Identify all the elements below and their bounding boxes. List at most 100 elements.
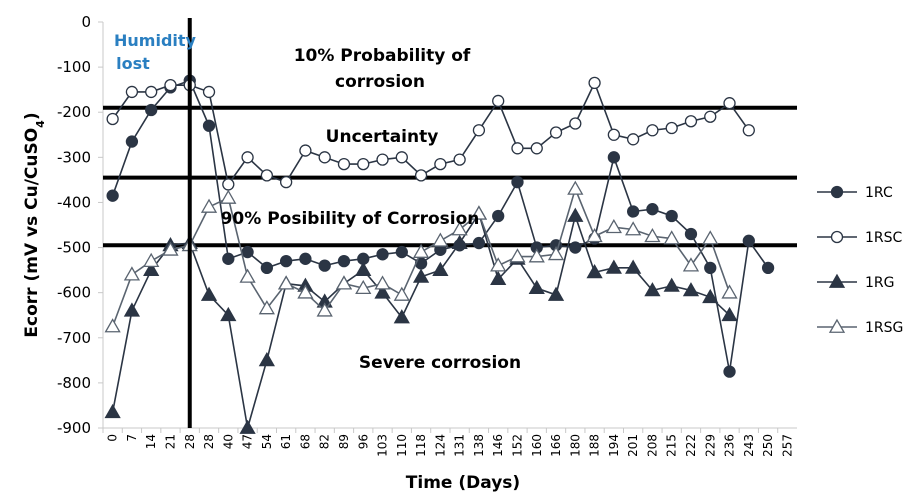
threshold-lines [103, 105, 797, 248]
data-point-1rc [492, 209, 505, 223]
data-point-1rc [125, 135, 139, 148]
zone-90pct-label: 90% Posibility of Corrosion [221, 209, 480, 229]
data-point-1rsc [723, 97, 736, 110]
y-axis-title: Ecorr (mV vs Cu/CuSO4) [22, 112, 47, 337]
legend-marker-1rsg [828, 318, 846, 333]
x-tick-label: 68 [298, 434, 312, 449]
data-point-1rg [258, 352, 275, 367]
data-point-1rsc [549, 126, 563, 139]
x-tick-label: 40 [221, 434, 235, 449]
data-point-1rsc [511, 142, 524, 155]
data-point-1rg [682, 282, 700, 297]
data-point-1rc [376, 248, 389, 261]
y-tick-label: -200 [57, 103, 91, 121]
x-tick-label: 61 [279, 434, 293, 449]
x-tick-label: 166 [549, 434, 563, 457]
data-point-1rsg [702, 230, 719, 245]
series-1rc [106, 74, 775, 378]
data-point-1rc [106, 189, 119, 202]
data-point-1rg [200, 286, 218, 301]
data-point-1rg [528, 279, 545, 295]
legend-item-1rg: 1RG [817, 273, 894, 291]
data-point-1rg [567, 207, 584, 222]
legend: 1RC 1RSC 1RG 1RSG [817, 185, 903, 336]
data-point-1rc [202, 119, 216, 132]
data-point-1rsc [164, 79, 177, 92]
data-point-1rc [646, 203, 659, 216]
data-point-1rsg [355, 279, 372, 295]
data-point-1rsg [220, 189, 237, 204]
series-1rg [104, 205, 738, 434]
x-tick-label: 7 [125, 434, 139, 442]
x-axis-title: Time (Days) [406, 473, 520, 493]
zone-severe-label: Severe corrosion [359, 353, 521, 373]
data-point-1rsg [200, 198, 218, 213]
x-tick-label: 96 [356, 434, 370, 449]
x-tick-label: 215 [665, 434, 679, 457]
data-point-1rsg [682, 257, 700, 272]
humidity-lost-label-line1: Humidity [114, 31, 197, 50]
data-point-1rc [665, 209, 678, 223]
data-point-1rsg [104, 318, 121, 333]
data-point-1rg [432, 261, 449, 277]
data-point-1rsg [490, 257, 507, 272]
data-point-1rg [490, 270, 507, 286]
x-tick-label: 236 [723, 434, 737, 457]
x-tick-label: 124 [433, 434, 447, 457]
x-tick-label: 82 [318, 434, 332, 449]
legend-label-1rc: 1RC [865, 185, 893, 201]
legend-item-1rsg: 1RSG [817, 318, 903, 336]
data-point-1rc [279, 254, 293, 268]
y-tick-label: -900 [57, 419, 91, 437]
data-point-1rc [723, 365, 736, 378]
data-point-1rsc [434, 157, 447, 171]
legend-label-1rsc: 1RSC [865, 230, 903, 246]
data-point-1rsg [123, 266, 141, 281]
x-tick-label: 0 [106, 434, 120, 442]
x-tick-label: 47 [241, 434, 255, 449]
x-tick-label: 28 [202, 434, 216, 449]
data-point-1rsc [145, 85, 158, 99]
data-point-1rsg [567, 180, 584, 195]
data-point-1rc [260, 261, 274, 275]
zone-uncertainty-label: Uncertainty [326, 127, 439, 147]
data-point-1rc [761, 261, 775, 275]
y-tick-label: -400 [57, 193, 91, 211]
data-point-1rg [104, 403, 121, 419]
y-tick-label: -600 [57, 284, 91, 302]
data-point-1rsc [607, 128, 621, 141]
data-point-1rg [625, 259, 642, 274]
x-axis-ticks: 0 7 14 21 28 28 40 47 54 61 68 82 89 96 103 110 118 124 13… [102, 428, 794, 457]
data-point-1rsc [569, 117, 582, 130]
series-1rsc [106, 76, 755, 191]
data-point-1rsc [241, 151, 254, 164]
data-point-1rsc [684, 115, 698, 128]
data-point-1rsc [376, 153, 389, 166]
data-point-1rsc [222, 178, 235, 191]
data-point-1rg [721, 306, 738, 322]
x-tick-label: 250 [761, 434, 775, 457]
data-point-1rc [299, 252, 312, 265]
legend-marker-1rg [828, 273, 846, 288]
data-point-1rsg [432, 232, 449, 247]
humidity-lost-label-line2: lost [116, 54, 150, 73]
x-tick-label: 201 [626, 434, 640, 457]
data-point-1rc [472, 236, 486, 250]
data-point-1rsc [492, 94, 505, 108]
data-point-1rsc [626, 133, 640, 146]
y-tick-label: -300 [57, 148, 91, 166]
data-point-1rg [451, 234, 468, 249]
legend-item-1rc: 1RC [817, 185, 893, 201]
y-tick-label: -100 [57, 58, 91, 76]
x-tick-label: 103 [376, 434, 390, 457]
data-point-1rsc [318, 151, 331, 164]
data-point-1rc [145, 103, 158, 117]
x-tick-label: 146 [491, 434, 505, 457]
data-point-1rg [123, 302, 141, 317]
data-point-1rsc [646, 124, 659, 137]
y-tick-label: 0 [81, 13, 91, 31]
data-point-1rsg [509, 248, 526, 263]
data-point-1rsg [470, 205, 488, 220]
data-point-1rg [702, 288, 719, 304]
